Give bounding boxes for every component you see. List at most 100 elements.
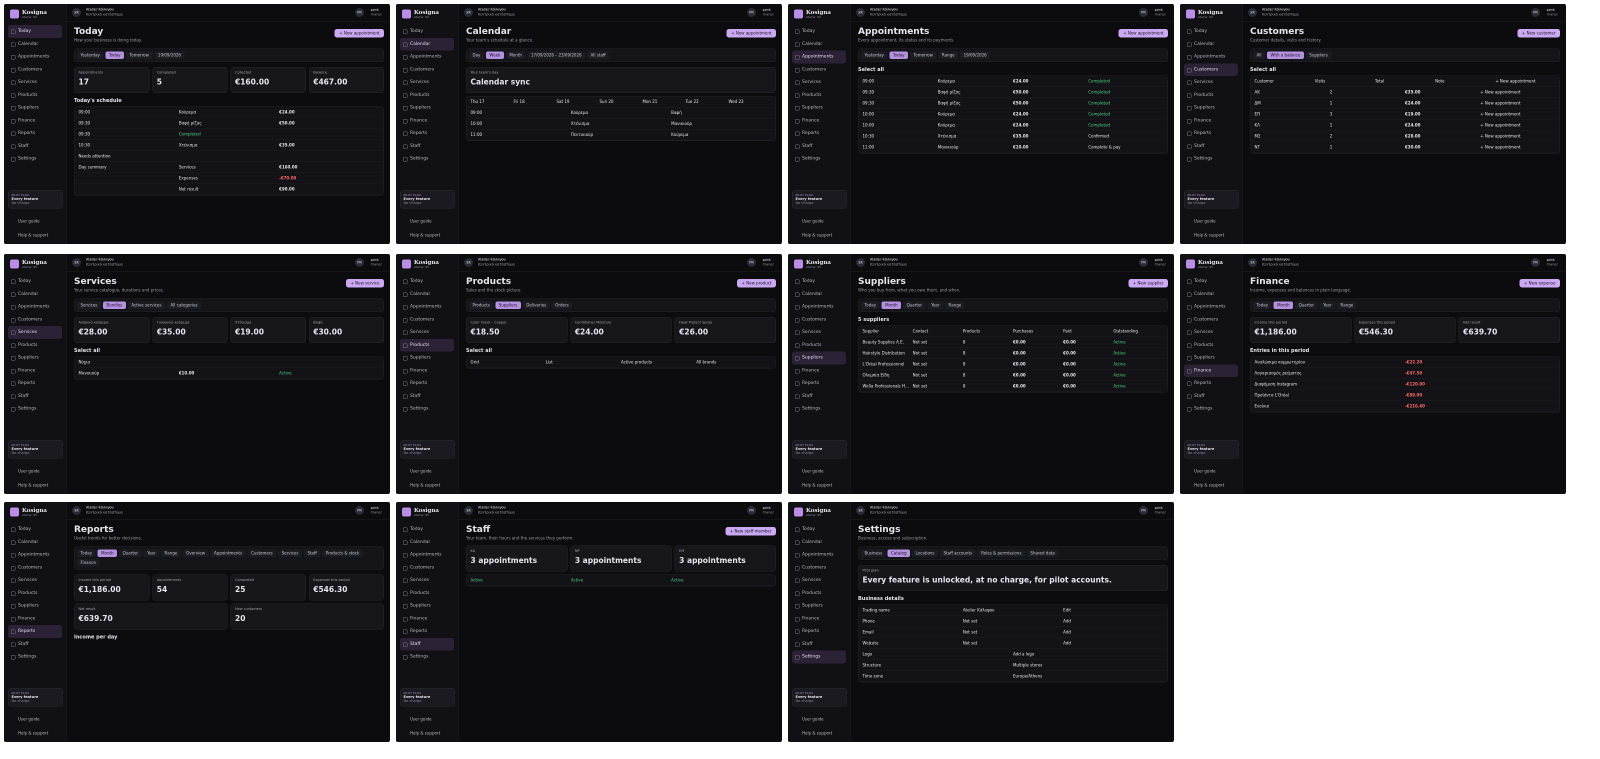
tab[interactable]: Month	[881, 301, 902, 309]
nav-item[interactable]: Appointments	[792, 301, 846, 314]
tab[interactable]: Year	[143, 549, 160, 557]
tab[interactable]: Catalog	[887, 549, 911, 557]
tab[interactable]: Services	[77, 301, 101, 309]
tab[interactable]: Range	[161, 549, 181, 557]
nav-item[interactable]: Products	[400, 338, 454, 352]
nav-item[interactable]: Finance	[8, 114, 62, 127]
tab[interactable]: All categories	[166, 301, 202, 309]
location[interactable]: Κεντρικό κατάστημα	[1262, 262, 1299, 267]
help-support[interactable]: Help & support	[410, 731, 441, 736]
nav-item[interactable]: Today	[792, 25, 846, 38]
tab[interactable]: Customers	[247, 549, 277, 557]
nav-item[interactable]: Appointments	[8, 549, 62, 562]
help-support[interactable]: Help & support	[410, 233, 441, 238]
nav-item[interactable]: Staff	[8, 638, 62, 651]
nav-item[interactable]: Staff	[792, 390, 846, 403]
nav-item[interactable]: Products	[400, 587, 454, 600]
primary-button[interactable]: + New supplier	[1128, 279, 1168, 288]
nav-item[interactable]: Today	[8, 25, 62, 38]
nav-item[interactable]: Staff	[8, 390, 62, 403]
nav-item[interactable]: Products	[792, 339, 846, 352]
nav-item[interactable]: Services	[792, 574, 846, 587]
nav-item[interactable]: Reports	[792, 377, 846, 390]
nav-item[interactable]: Customers	[400, 561, 454, 574]
help-support[interactable]: Help & support	[410, 483, 441, 488]
tab[interactable]: Quarter	[119, 549, 142, 557]
nav-item[interactable]: Settings	[8, 153, 62, 166]
help-support[interactable]: Help & support	[802, 233, 833, 238]
tab[interactable]: Today	[105, 51, 124, 59]
nav-item[interactable]: Calendar	[792, 38, 846, 51]
nav-item[interactable]: Suppliers	[8, 102, 62, 115]
tab[interactable]: Orders	[551, 301, 573, 309]
nav-item[interactable]: Customers	[1184, 63, 1238, 76]
nav-item[interactable]: Customers	[1184, 313, 1238, 326]
nav-item[interactable]: Suppliers	[400, 600, 454, 613]
nav-item[interactable]: Calendar	[792, 536, 846, 549]
tab[interactable]: Today	[1253, 301, 1272, 309]
nav-item[interactable]: Suppliers	[792, 102, 846, 115]
tab[interactable]: Locations	[912, 549, 939, 557]
location[interactable]: Κεντρικό κατάστημα	[478, 510, 515, 515]
tab[interactable]: Roles & permissions	[977, 549, 1025, 557]
nav-item[interactable]: Finance	[792, 612, 846, 625]
nav-item[interactable]: Services	[792, 76, 846, 89]
primary-button[interactable]: + New appointment	[726, 29, 776, 38]
tab[interactable]: With a balance	[1266, 51, 1304, 59]
nav-item[interactable]: Today	[1184, 275, 1238, 288]
nav-item[interactable]: Settings	[8, 651, 62, 664]
nav-item[interactable]: Products	[1184, 339, 1238, 352]
nav-item[interactable]: Suppliers	[8, 600, 62, 613]
nav-item[interactable]: Appointments	[792, 50, 846, 64]
help-support[interactable]: Help & support	[1194, 233, 1225, 238]
tab[interactable]: Quarter	[1295, 301, 1318, 309]
nav-item[interactable]: Settings	[400, 153, 454, 166]
user-guide[interactable]: User guide	[802, 717, 824, 722]
tab[interactable]: Products & stock	[322, 549, 363, 557]
nav-item[interactable]: Reports	[400, 377, 454, 390]
tab[interactable]: Today	[77, 549, 96, 557]
nav-item[interactable]: Settings	[792, 650, 846, 664]
tab[interactable]: Products	[469, 301, 494, 309]
tab[interactable]: Range	[1337, 301, 1357, 309]
nav-item[interactable]: Calendar	[400, 37, 454, 51]
nav-item[interactable]: Today	[792, 523, 846, 536]
nav-item[interactable]: Services	[8, 574, 62, 587]
nav-item[interactable]: Staff	[1184, 390, 1238, 403]
nav-item[interactable]: Products	[792, 89, 846, 102]
nav-item[interactable]: Appointments	[792, 549, 846, 562]
nav-item[interactable]: Staff	[400, 637, 454, 651]
tab[interactable]: Today	[889, 51, 908, 59]
nav-item[interactable]: Products	[8, 89, 62, 102]
help-support[interactable]: Help & support	[1194, 483, 1225, 488]
nav-item[interactable]: Today	[1184, 25, 1238, 38]
nav-item[interactable]: Appointments	[8, 51, 62, 64]
nav-item[interactable]: Finance	[400, 114, 454, 127]
nav-item[interactable]: Appointments	[8, 301, 62, 314]
nav-item[interactable]: Suppliers	[792, 351, 846, 365]
help-support[interactable]: Help & support	[18, 731, 49, 736]
location[interactable]: Κεντρικό κατάστημα	[870, 12, 907, 17]
nav-item[interactable]: Appointments	[1184, 51, 1238, 64]
nav-item[interactable]: Reports	[8, 625, 62, 638]
nav-item[interactable]: Today	[792, 275, 846, 288]
location[interactable]: Κεντρικό κατάστημα	[86, 262, 123, 267]
tab[interactable]: Tomorrow	[125, 51, 153, 59]
nav-item[interactable]: Finance	[8, 612, 62, 625]
nav-item[interactable]: Suppliers	[400, 352, 454, 365]
nav-item[interactable]: Services	[8, 76, 62, 89]
nav-item[interactable]: Staff	[792, 638, 846, 651]
nav-item[interactable]: Suppliers	[8, 352, 62, 365]
tab[interactable]: Quarter	[903, 301, 926, 309]
nav-item[interactable]: Settings	[400, 651, 454, 664]
primary-button[interactable]: + New staff member	[725, 527, 776, 536]
nav-item[interactable]: Finance	[792, 364, 846, 377]
user-guide[interactable]: User guide	[1194, 219, 1216, 224]
tab[interactable]: All	[1253, 51, 1265, 59]
tab[interactable]: 17/09/2026 – 23/09/2026	[527, 51, 586, 59]
nav-item[interactable]: Calendar	[1184, 288, 1238, 301]
tab[interactable]: Staff accounts	[940, 549, 976, 557]
primary-button[interactable]: + New appointment	[1118, 29, 1168, 38]
nav-item[interactable]: Services	[8, 326, 62, 339]
nav-item[interactable]: Services	[400, 76, 454, 89]
